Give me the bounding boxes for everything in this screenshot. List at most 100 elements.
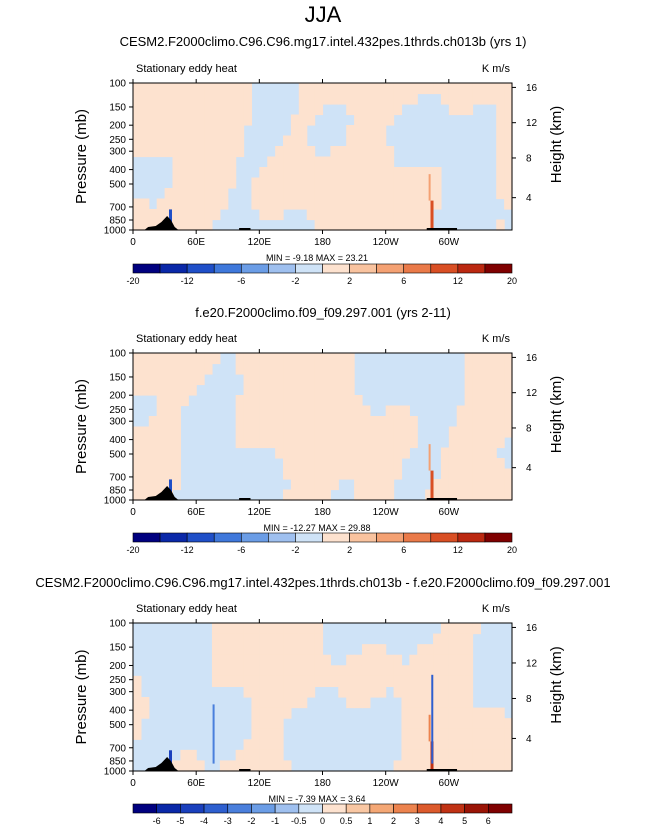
- field-cell: [409, 739, 418, 751]
- field-cell: [298, 437, 308, 449]
- field-cell: [290, 198, 300, 210]
- field-cell: [456, 468, 466, 480]
- field-cell: [322, 167, 331, 179]
- field-cell: [306, 374, 316, 386]
- field-cell: [354, 395, 363, 407]
- field-cell: [354, 479, 363, 491]
- field-cell: [140, 479, 150, 491]
- field-cell: [330, 405, 339, 417]
- field-cell: [385, 177, 395, 189]
- field-cell: [425, 83, 434, 95]
- field-cell: [156, 104, 166, 116]
- y-tick-label: 300: [109, 147, 126, 158]
- field-cell: [393, 686, 403, 698]
- field-cell: [290, 665, 300, 677]
- field-cell: [275, 405, 284, 417]
- field-cell: [440, 665, 450, 677]
- field-cell: [275, 353, 284, 365]
- field-cell: [409, 728, 418, 740]
- field-cell: [504, 416, 513, 428]
- field-cell: [448, 707, 458, 719]
- field-cell: [204, 125, 213, 137]
- field-cell: [133, 675, 142, 688]
- field-cell: [140, 209, 150, 221]
- field-cell: [425, 739, 434, 751]
- colorbar-label: 2: [347, 276, 352, 286]
- colorbar-label: 6: [486, 816, 491, 826]
- y-tick-label: 700: [109, 472, 126, 483]
- field-cell: [401, 447, 410, 459]
- field-cell: [172, 104, 181, 116]
- field-cell: [338, 209, 347, 221]
- field-cell: [188, 177, 197, 189]
- field-cell: [338, 405, 347, 417]
- field-cell: [227, 156, 237, 168]
- field-cell: [488, 93, 497, 105]
- field-cell: [267, 665, 276, 677]
- field-cell: [148, 83, 158, 95]
- field-cell: [385, 468, 395, 480]
- field-cell: [140, 447, 150, 459]
- field-cell: [338, 156, 347, 168]
- field-cell: [211, 167, 221, 179]
- field-cell: [267, 644, 276, 656]
- field-cell: [488, 437, 497, 449]
- field-cell: [188, 93, 197, 105]
- field-cell: [211, 353, 221, 365]
- field-cell: [330, 426, 339, 438]
- field-cell: [188, 135, 197, 147]
- field-cell: [504, 405, 513, 417]
- field-cell: [393, 405, 403, 417]
- field-cell: [346, 416, 355, 428]
- field-cell: [283, 416, 292, 428]
- field-cell: [290, 675, 300, 688]
- panel-1: CESM2.F2000climo.C96.C96.mg17.intel.432p…: [73, 34, 565, 286]
- y-tick-label: 150: [109, 643, 126, 654]
- field-cell: [180, 209, 189, 221]
- field-cell: [361, 209, 371, 221]
- colorbar-label: -4: [200, 816, 208, 826]
- field-cell: [440, 83, 450, 95]
- x-tick-label: 60E: [187, 237, 205, 248]
- field-cell: [456, 426, 466, 438]
- field-cell: [275, 644, 284, 656]
- field-cell: [338, 177, 347, 189]
- field-cell: [417, 83, 426, 95]
- field-cell: [259, 198, 268, 210]
- field-cell: [283, 437, 292, 449]
- field-cell: [361, 416, 371, 428]
- field-cell: [314, 83, 324, 95]
- field-cell: [346, 353, 355, 365]
- field-cell: [306, 146, 316, 158]
- field-cell: [259, 718, 268, 730]
- field-cell: [504, 353, 513, 365]
- field-cell: [472, 718, 482, 730]
- colorbar-label: -5: [176, 816, 184, 826]
- y-tick-label: 1000: [104, 496, 127, 507]
- y-right-tick-label: 4: [526, 734, 532, 745]
- field-cell: [354, 458, 363, 470]
- field-cell: [156, 416, 166, 428]
- field-cell: [140, 458, 150, 470]
- field-cell: [164, 353, 174, 365]
- field-cell: [464, 416, 474, 428]
- colorbar-box: [464, 803, 489, 814]
- field-cell: [440, 675, 450, 688]
- field-cell: [401, 686, 410, 698]
- field-cell: [472, 749, 482, 762]
- field-cell: [448, 468, 458, 480]
- field-cell: [298, 93, 308, 105]
- field-cell: [409, 697, 418, 709]
- field-cell: [314, 426, 324, 438]
- field-cell: [243, 104, 253, 116]
- field-cell: [480, 728, 489, 740]
- x-tick-label: 120E: [248, 507, 272, 518]
- field-cell: [314, 353, 324, 365]
- field-cell: [377, 416, 387, 428]
- field-cell: [385, 665, 395, 677]
- field-cell: [338, 675, 347, 688]
- field-cell: [314, 188, 324, 200]
- field-cell: [354, 437, 363, 449]
- field-cell: [330, 437, 339, 449]
- field-cell: [172, 146, 181, 158]
